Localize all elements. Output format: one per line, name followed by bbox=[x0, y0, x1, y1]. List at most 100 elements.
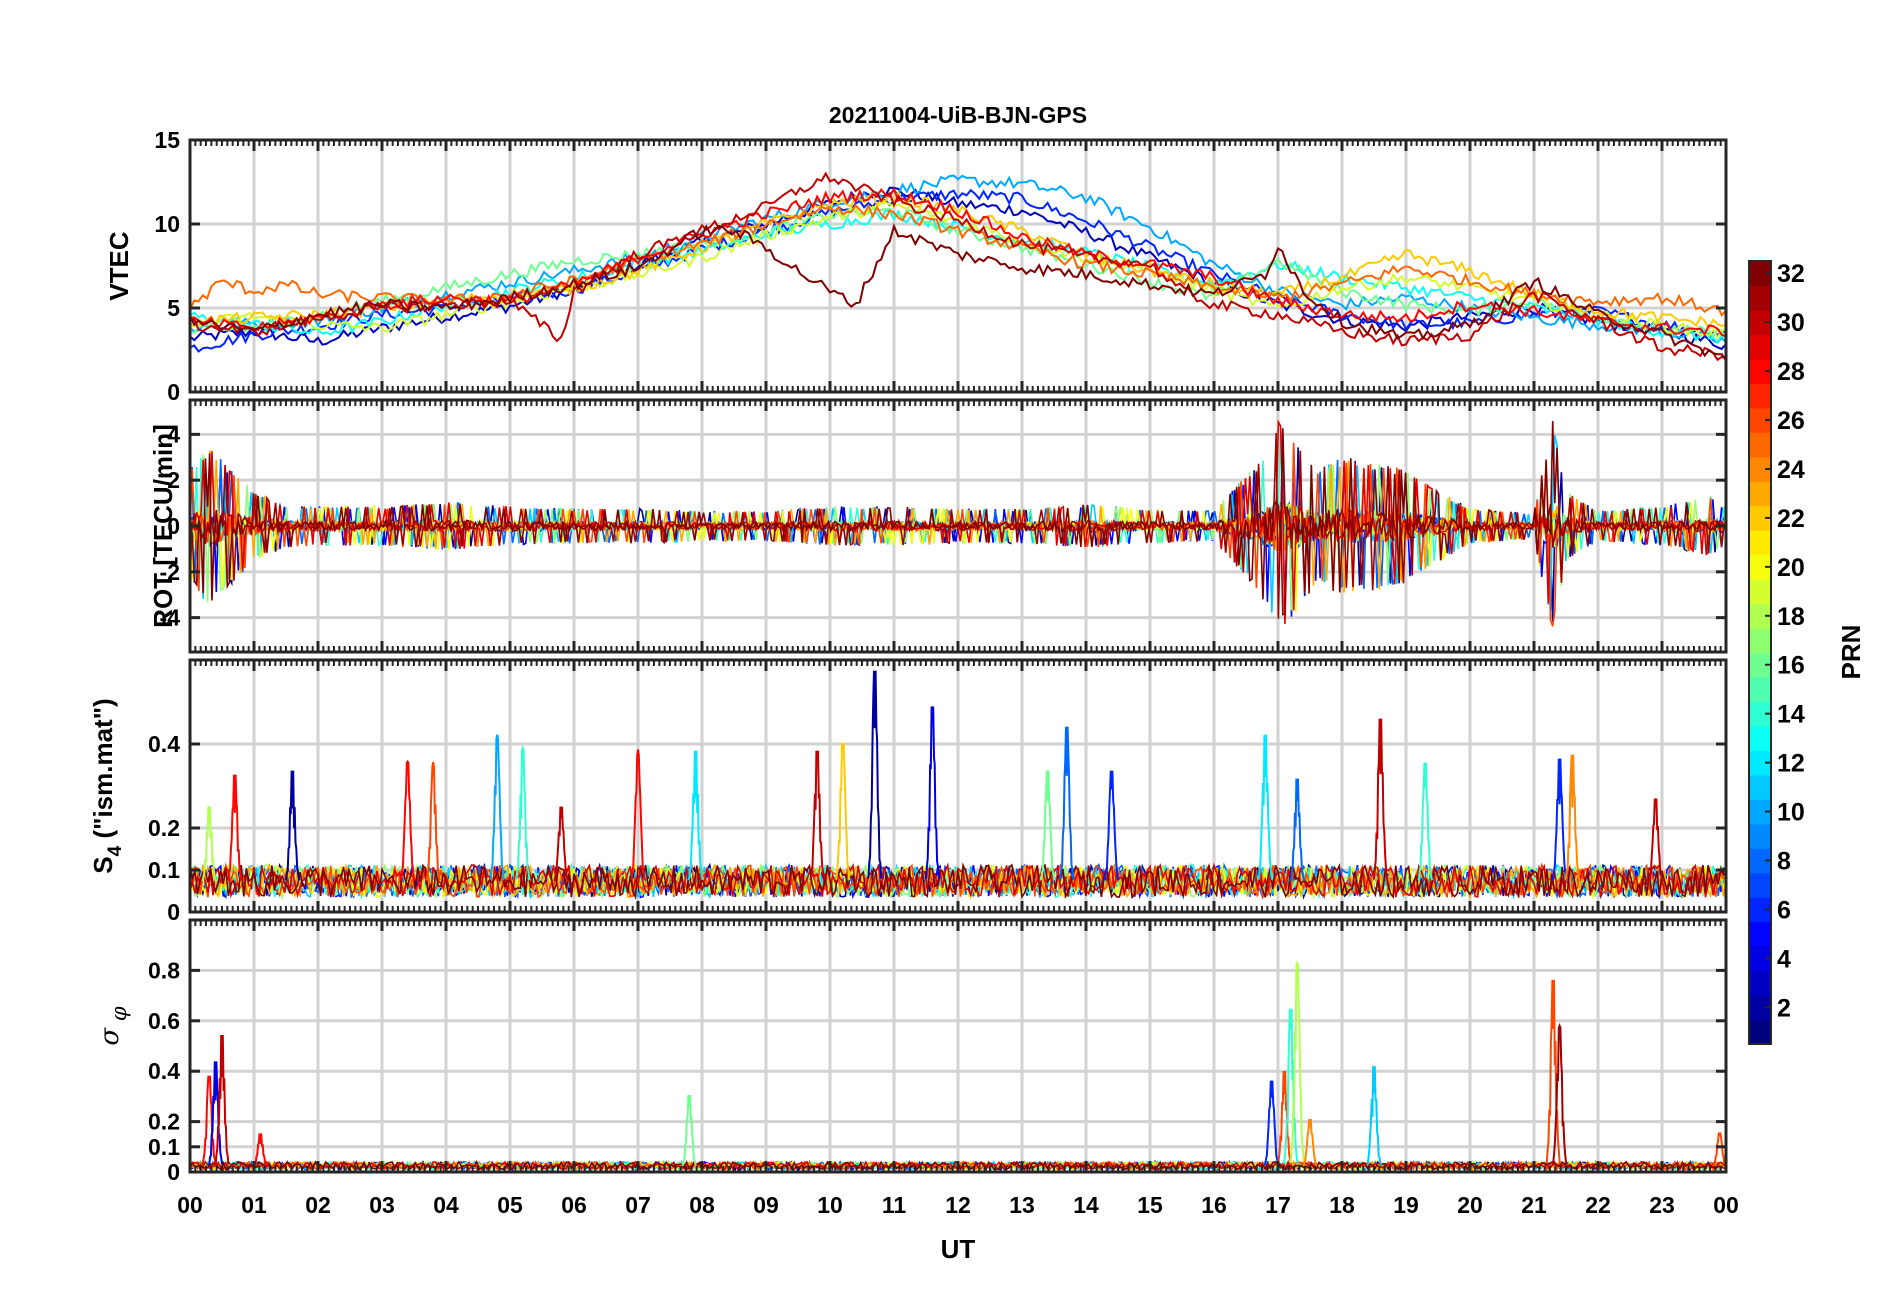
s4-peak bbox=[284, 770, 301, 881]
x-tick-label: 07 bbox=[625, 1192, 651, 1218]
series-group bbox=[190, 670, 1726, 901]
colorbar-segment bbox=[1749, 628, 1771, 654]
x-tick-label: 05 bbox=[497, 1192, 523, 1218]
series-group bbox=[190, 171, 1726, 362]
y-tick-label: 4 bbox=[167, 421, 180, 447]
x-tick-label: 06 bbox=[561, 1192, 587, 1218]
colorbar-tick-label: 14 bbox=[1777, 701, 1805, 729]
sigma_phi-peak bbox=[214, 1034, 230, 1165]
s4-y-axis-label: S4 ("ism.mat") bbox=[88, 698, 126, 873]
rot-series-prn-32 bbox=[190, 420, 1726, 601]
y-tick-label: 10 bbox=[154, 211, 180, 237]
colorbar-tick-label: 28 bbox=[1777, 358, 1805, 386]
colorbar-segment bbox=[1749, 799, 1771, 825]
x-tick-label: 17 bbox=[1265, 1192, 1291, 1218]
x-tick-label: 18 bbox=[1329, 1192, 1355, 1218]
s4-series-prn-32 bbox=[190, 862, 1726, 900]
colorbar-tick-label: 16 bbox=[1777, 652, 1805, 680]
sigma-phi-y-axis-label: σ φ bbox=[95, 1006, 131, 1045]
colorbar-segment bbox=[1749, 897, 1771, 923]
vtec-series-prn-28 bbox=[190, 186, 1726, 338]
colorbar-segment bbox=[1749, 823, 1771, 849]
colorbar-segment bbox=[1749, 872, 1771, 898]
colorbar-segment bbox=[1749, 261, 1771, 287]
colorbar-segment bbox=[1749, 921, 1771, 947]
colorbar-tick-label: 20 bbox=[1777, 554, 1805, 582]
s4-peak bbox=[1289, 778, 1306, 882]
series-group bbox=[190, 419, 1726, 627]
y-tick-label: -2 bbox=[160, 559, 180, 585]
x-tick-labels: 00 01 02 03 04 05 06 07 08 09 10 11 12 13 14 15 16 17 18 19… bbox=[177, 1192, 1739, 1218]
colorbar-segment bbox=[1749, 456, 1771, 482]
y-tick-label: 0.4 bbox=[148, 1058, 180, 1084]
x-tick-label: 21 bbox=[1521, 1192, 1547, 1218]
x-tick-label: 09 bbox=[753, 1192, 779, 1218]
x-tick-label: 16 bbox=[1201, 1192, 1227, 1218]
colorbar-frame bbox=[1748, 260, 1772, 1045]
sigma_phi-peak bbox=[1276, 1070, 1293, 1166]
y-tick-label: 2 bbox=[167, 467, 180, 493]
s4-peak bbox=[399, 759, 416, 881]
s4-peak bbox=[630, 749, 646, 881]
s4-peak bbox=[226, 774, 243, 881]
s4-peak bbox=[553, 806, 569, 882]
s4-series-prn-29 bbox=[190, 862, 1726, 899]
vtec-y-axis-label: VTEC bbox=[104, 231, 134, 301]
colorbar-tick-label: 12 bbox=[1777, 750, 1805, 778]
x-tick-label: 10 bbox=[817, 1192, 843, 1218]
s4-peak bbox=[687, 750, 704, 881]
colorbar-segment bbox=[1749, 481, 1771, 507]
y-tick-label: 0.2 bbox=[148, 815, 180, 841]
s4-peak bbox=[1039, 770, 1056, 881]
s4-peak bbox=[866, 670, 883, 879]
x-tick-label: 01 bbox=[241, 1192, 267, 1218]
colorbar-segment bbox=[1749, 334, 1771, 360]
colorbar-segment bbox=[1749, 579, 1771, 605]
y-tick-label: -4 bbox=[160, 605, 181, 631]
y-tick-label: 0.1 bbox=[148, 857, 180, 883]
sigma_phi-peak bbox=[1302, 1118, 1318, 1167]
vtec-series-prn-10 bbox=[190, 174, 1726, 344]
sigma_phi-peak bbox=[1545, 979, 1562, 1164]
colorbar-segment bbox=[1749, 652, 1771, 678]
colorbar-tick-label: 32 bbox=[1777, 260, 1805, 288]
vtec-series-prn-32 bbox=[190, 223, 1726, 362]
x-axis-label: UT bbox=[941, 1234, 976, 1264]
x-tick-label: 03 bbox=[369, 1192, 395, 1218]
x-tick-label: 13 bbox=[1009, 1192, 1035, 1218]
colorbar-tick-label: 26 bbox=[1777, 407, 1805, 435]
s4-peak bbox=[834, 742, 851, 881]
colorbar-tick-label: 30 bbox=[1777, 309, 1805, 337]
vtec-series-prn-3 bbox=[190, 186, 1726, 351]
x-tick-label: 14 bbox=[1073, 1192, 1099, 1218]
colorbar-segment bbox=[1749, 530, 1771, 556]
y-tick-label: 0.6 bbox=[148, 1008, 180, 1034]
rot-series-prn-31 bbox=[190, 432, 1726, 619]
colorbar-segment bbox=[1749, 774, 1771, 800]
x-tick-label: 22 bbox=[1585, 1192, 1611, 1218]
colorbar-tick-label: 10 bbox=[1777, 799, 1805, 827]
sigma_phi-peak bbox=[1712, 1132, 1726, 1168]
colorbar-tick-label: 18 bbox=[1777, 603, 1805, 631]
x-tick-label: 02 bbox=[305, 1192, 331, 1218]
y-tick-label: 0 bbox=[167, 379, 180, 405]
y-tick-label: 0.8 bbox=[148, 957, 180, 983]
panel-vtec: 0 5 10 15 VTEC bbox=[104, 127, 1728, 405]
y-tick-label: 0.4 bbox=[148, 731, 180, 757]
sigma_phi-peak bbox=[1366, 1066, 1382, 1166]
colorbar-segment bbox=[1749, 676, 1771, 703]
colorbar-segment bbox=[1749, 383, 1771, 409]
colorbar-segment bbox=[1749, 848, 1771, 874]
vtec-series-prn-25 bbox=[190, 203, 1726, 317]
colorbar-segment bbox=[1749, 725, 1771, 751]
s4-peak bbox=[1647, 798, 1664, 882]
colorbar-segment bbox=[1749, 505, 1771, 531]
sigma_phi-peak bbox=[252, 1133, 268, 1168]
sigma_phi-peak bbox=[1263, 1080, 1280, 1166]
x-tick-label: 19 bbox=[1393, 1192, 1419, 1218]
x-tick-label: 15 bbox=[1137, 1192, 1163, 1218]
s4-peak bbox=[1417, 762, 1434, 881]
